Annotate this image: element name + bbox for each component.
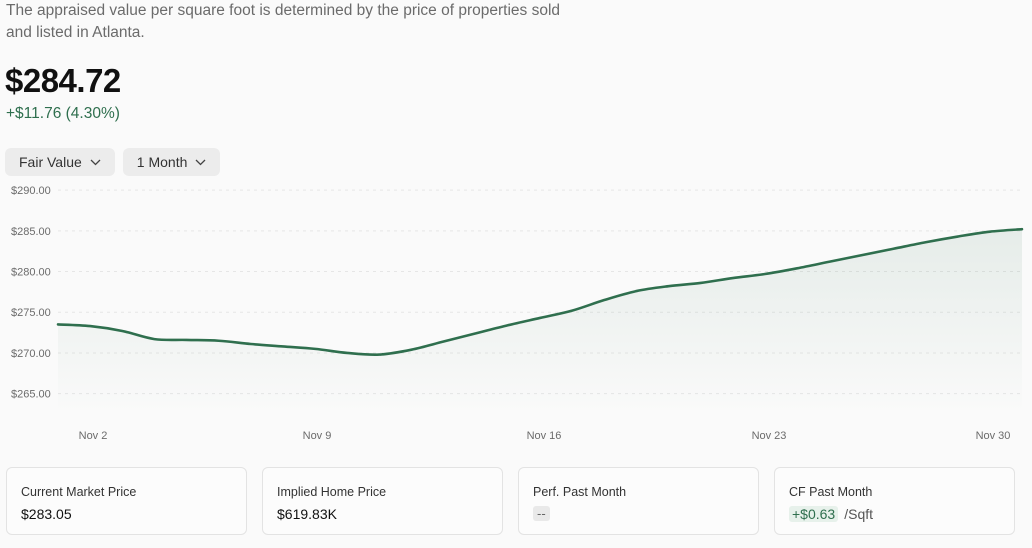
stat-cards: Current Market Price $283.05 Implied Hom… (6, 467, 1015, 535)
chart-controls: Fair Value 1 Month (5, 148, 221, 176)
stat-card-cf-past-month: CF Past Month +$0.63 /Sqft (774, 467, 1015, 535)
card-label: Implied Home Price (277, 485, 387, 499)
stat-card-perf-past-month: Perf. Past Month -- (518, 467, 759, 535)
y-tick-label: $280.00 (11, 267, 51, 279)
range-dropdown-label: 1 Month (136, 154, 188, 170)
stat-card-implied-home-price: Implied Home Price $619.83K (262, 467, 503, 535)
card-value: $619.83K (277, 506, 337, 522)
y-tick-label: $270.00 (11, 348, 51, 360)
x-tick-label: Nov 16 (527, 430, 562, 442)
card-value: -- (533, 506, 550, 521)
y-tick-label: $275.00 (11, 307, 51, 319)
chevron-down-icon (90, 159, 101, 165)
series-area (58, 229, 1022, 414)
y-tick-label: $265.00 (11, 389, 51, 401)
range-dropdown[interactable]: 1 Month (122, 148, 221, 176)
card-unit: /Sqft (844, 506, 874, 522)
card-label: CF Past Month (789, 485, 873, 499)
series-line (56, 227, 1024, 356)
chevron-down-icon (195, 159, 206, 165)
card-label: Current Market Price (21, 485, 137, 499)
x-tick-label: Nov 9 (303, 430, 332, 442)
fair-value-chart: $290.00 $285.00 $280.00 $275.00 $270.00 $265.… (11, 185, 1024, 442)
value-change: +$11.76 (4.30%) (6, 105, 120, 122)
card-value: +$0.63 (789, 506, 839, 522)
x-tick-label: Nov 23 (752, 430, 787, 442)
stat-card-current-market-price: Current Market Price $283.05 (6, 467, 247, 535)
x-tick-label: Nov 30 (976, 430, 1011, 442)
x-tick-label: Nov 2 (79, 430, 108, 442)
current-value: $284.72 (5, 62, 121, 99)
card-value: $283.05 (21, 506, 72, 522)
metric-dropdown[interactable]: Fair Value (5, 148, 115, 176)
y-tick-label: $285.00 (11, 226, 51, 238)
card-label: Perf. Past Month (533, 485, 627, 499)
y-tick-label: $290.00 (11, 185, 51, 197)
metric-dropdown-label: Fair Value (19, 154, 82, 170)
page-description: The appraised value per square foot is d… (6, 2, 561, 41)
